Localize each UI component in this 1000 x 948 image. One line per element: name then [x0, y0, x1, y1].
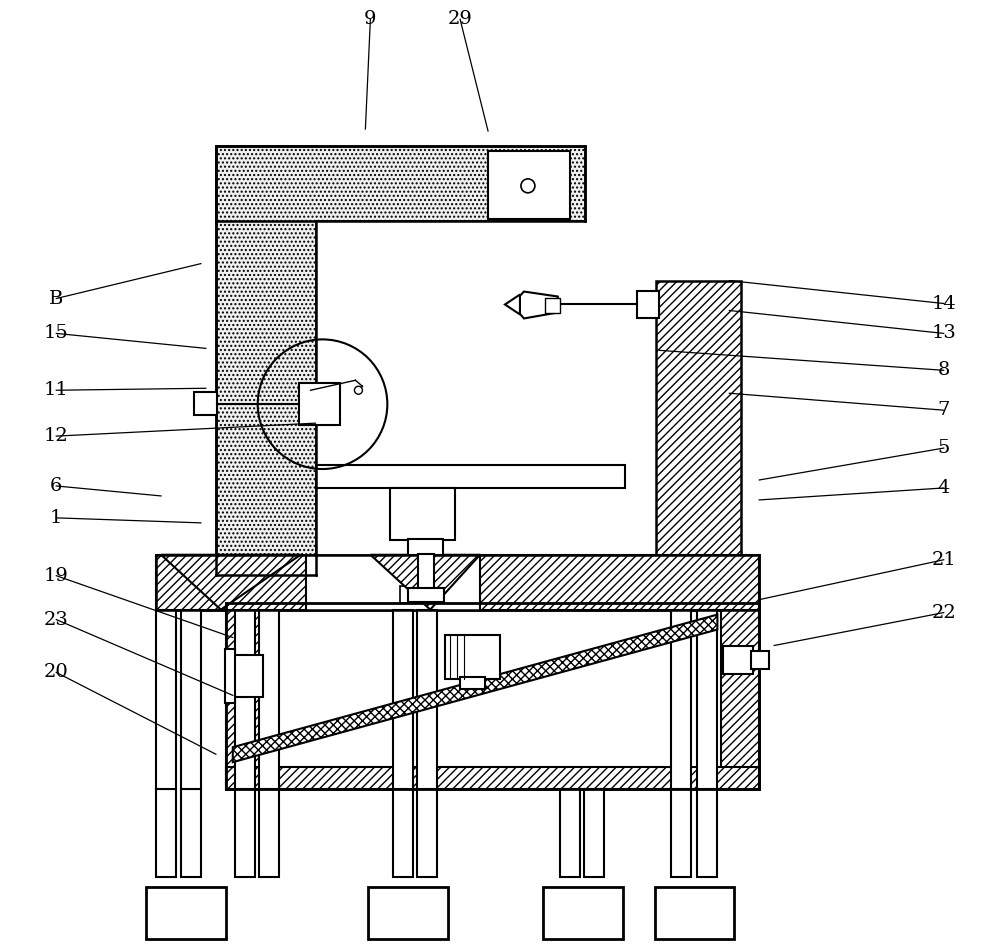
Bar [393, 789, 413, 877]
Bar [697, 610, 717, 789]
Bar [417, 789, 437, 877]
Text: 14: 14 [931, 295, 956, 313]
Bar [480, 555, 759, 610]
Text: 5: 5 [938, 439, 950, 457]
Bar [560, 789, 580, 877]
Text: B: B [49, 289, 63, 307]
Bar [226, 767, 759, 789]
Bar [584, 789, 604, 877]
Text: 6: 6 [50, 477, 62, 495]
Bar [259, 789, 279, 877]
Bar [226, 603, 759, 789]
Bar [390, 488, 455, 539]
Bar [216, 146, 585, 221]
Polygon shape [161, 555, 301, 610]
Bar [181, 610, 201, 789]
Text: 7: 7 [938, 401, 950, 419]
Polygon shape [370, 555, 480, 610]
Bar [545, 298, 560, 314]
Polygon shape [512, 292, 558, 319]
Bar [306, 555, 480, 610]
Circle shape [354, 386, 362, 394]
Text: 9: 9 [364, 10, 377, 28]
Bar [418, 554, 434, 590]
Bar [751, 651, 769, 669]
Bar [235, 789, 255, 877]
Bar [156, 789, 176, 877]
Bar [146, 886, 226, 939]
Bar [248, 586, 266, 603]
Bar [156, 610, 176, 789]
Text: 29: 29 [448, 10, 473, 28]
Bar [400, 586, 418, 603]
Bar [299, 383, 340, 425]
Bar [721, 603, 759, 789]
Bar [194, 392, 217, 415]
Bar [226, 603, 261, 789]
Text: 1: 1 [50, 509, 62, 527]
Bar [723, 647, 753, 674]
Polygon shape [233, 614, 717, 762]
Bar [670, 586, 687, 603]
Text: 12: 12 [44, 428, 69, 446]
Bar [694, 586, 712, 603]
Bar [656, 281, 741, 573]
Bar [216, 146, 316, 574]
Bar [671, 610, 691, 789]
Bar [460, 678, 485, 689]
Bar [233, 655, 263, 698]
Bar [156, 555, 759, 610]
Text: 21: 21 [931, 551, 956, 569]
Bar [316, 221, 585, 574]
Bar [445, 634, 500, 680]
Text: 11: 11 [44, 381, 69, 399]
Bar [259, 610, 279, 789]
Text: 19: 19 [44, 567, 69, 585]
Bar [235, 610, 255, 789]
Text: 22: 22 [931, 604, 956, 622]
Bar [316, 465, 625, 488]
Bar [181, 789, 201, 877]
Bar [408, 538, 443, 555]
Text: 13: 13 [931, 324, 956, 342]
Bar [671, 789, 691, 877]
Bar [156, 555, 306, 610]
Bar [543, 886, 623, 939]
Bar [655, 886, 734, 939]
Text: 4: 4 [938, 479, 950, 497]
Bar [488, 151, 570, 219]
Circle shape [521, 179, 535, 192]
Bar [226, 586, 244, 603]
Bar [417, 610, 437, 789]
Text: 20: 20 [44, 664, 69, 682]
Text: 8: 8 [938, 361, 950, 379]
Bar [408, 588, 444, 602]
Bar [393, 610, 413, 789]
Bar [368, 886, 448, 939]
Text: 15: 15 [44, 324, 69, 342]
Polygon shape [505, 295, 520, 315]
Text: 23: 23 [44, 611, 69, 629]
Bar [225, 649, 235, 703]
Bar [697, 789, 717, 877]
Bar [637, 290, 659, 319]
